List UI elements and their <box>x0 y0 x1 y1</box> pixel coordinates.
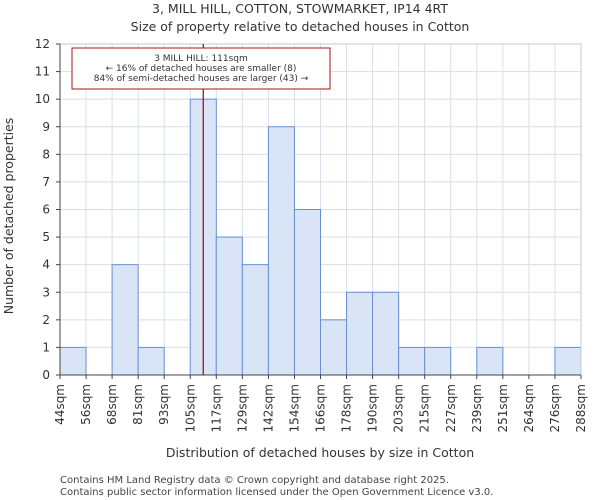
x-tick-label: 81sqm <box>131 384 145 425</box>
chart-title: 3, MILL HILL, COTTON, STOWMARKET, IP14 4… <box>152 1 448 16</box>
chart-subtitle: Size of property relative to detached ho… <box>131 19 470 34</box>
y-axis-label: Number of detached properties <box>1 118 16 315</box>
bar-117sqm <box>215 236 243 376</box>
y-tick-label: 6 <box>42 203 50 217</box>
footer-line-1: Contains HM Land Registry data © Crown c… <box>60 475 449 486</box>
x-tick-label: 288sqm <box>574 384 588 432</box>
x-tick-label: 239sqm <box>470 384 484 432</box>
x-tick-label: 105sqm <box>183 384 197 432</box>
x-tick-label: 44sqm <box>53 384 67 425</box>
y-tick-label: 0 <box>42 368 50 382</box>
bar-190sqm <box>372 291 400 376</box>
annotation-box <box>71 47 331 90</box>
bar-68sqm <box>111 264 139 376</box>
y-tick-label: 1 <box>42 340 50 354</box>
annotation-line-3: 84% of semi-detached houses are larger (… <box>94 74 309 84</box>
x-tick-label: 264sqm <box>522 384 536 432</box>
y-tick-label: 10 <box>35 92 50 106</box>
marker-group: 3 MILL HILL: 111sqm← 16% of detached hou… <box>71 44 331 375</box>
bar-239sqm <box>476 346 504 376</box>
x-axis-label: Distribution of detached houses by size … <box>166 445 474 460</box>
bars <box>59 98 582 376</box>
y-tick-label: 11 <box>35 65 50 79</box>
bar-166sqm <box>320 319 348 376</box>
bar-142sqm <box>267 126 295 376</box>
x-ticks: 44sqm 56sqm 68sqm 81sqm 93sqm 105sqm 117sqm 129… <box>53 375 588 432</box>
bar-178sqm <box>346 291 374 376</box>
bar-215sqm <box>424 346 452 376</box>
bar-154sqm <box>293 209 322 376</box>
x-tick-label: 117sqm <box>209 384 223 432</box>
x-tick-label: 166sqm <box>314 384 328 432</box>
x-tick-label: 56sqm <box>79 384 93 425</box>
bar-44sqm <box>59 346 87 376</box>
y-tick-label: 8 <box>42 147 50 161</box>
y-tick-label: 4 <box>42 258 50 272</box>
x-tick-label: 154sqm <box>287 384 301 432</box>
x-tick-label: 129sqm <box>235 384 249 432</box>
x-tick-label: 227sqm <box>444 384 458 432</box>
bar-276sqm <box>554 346 582 376</box>
x-tick-label: 276sqm <box>548 384 562 432</box>
y-tick-label: 7 <box>42 175 50 189</box>
annotation-line-1: 3 MILL HILL: 111sqm <box>154 54 248 64</box>
bar-129sqm <box>241 264 269 376</box>
x-tick-label: 251sqm <box>496 384 510 432</box>
y-tick-label: 12 <box>35 37 50 51</box>
x-tick-label: 68sqm <box>105 384 119 425</box>
footer-line-2: Contains public sector information licen… <box>60 487 493 498</box>
x-tick-label: 178sqm <box>340 384 354 432</box>
y-tick-label: 9 <box>42 120 50 134</box>
y-tick-label: 3 <box>42 285 50 299</box>
y-tick-label: 2 <box>42 313 50 327</box>
x-tick-label: 215sqm <box>418 384 432 432</box>
x-tick-label: 93sqm <box>157 384 171 425</box>
annotation-line-2: ← 16% of detached houses are smaller (8) <box>106 64 297 74</box>
y-tick-label: 5 <box>42 230 50 244</box>
x-tick-label: 142sqm <box>261 384 275 432</box>
x-tick-label: 203sqm <box>392 384 406 432</box>
x-tick-label: 190sqm <box>366 384 380 432</box>
bar-81sqm <box>137 346 165 376</box>
bar-203sqm <box>398 346 426 376</box>
